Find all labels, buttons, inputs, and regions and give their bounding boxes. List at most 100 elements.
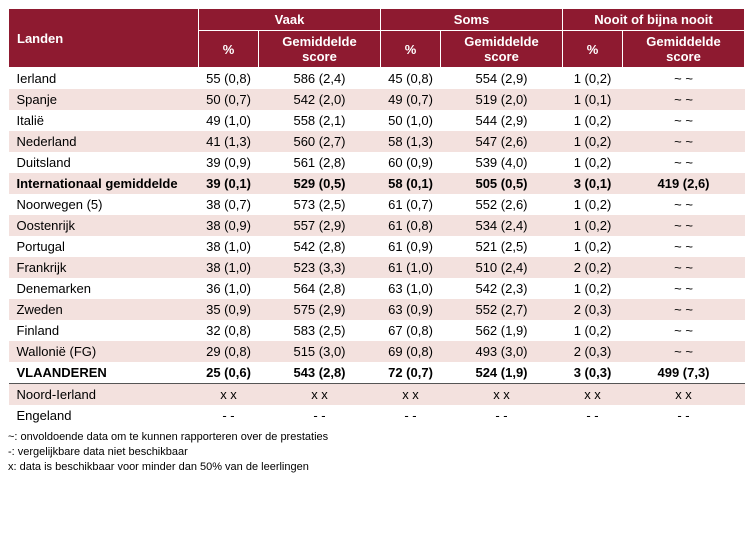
value-cell: 564 (2,8)	[259, 278, 381, 299]
value-cell: 1 (0,2)	[563, 110, 623, 131]
value-cell: 561 (2,8)	[259, 152, 381, 173]
value-cell: 61 (0,9)	[381, 236, 441, 257]
value-cell: ~ ~	[623, 110, 745, 131]
value-cell: 55 (0,8)	[199, 68, 259, 90]
header-group-soms: Soms	[381, 9, 563, 31]
value-cell: 72 (0,7)	[381, 362, 441, 384]
value-cell: x x	[259, 384, 381, 406]
country-cell: Ierland	[9, 68, 199, 90]
value-cell: 560 (2,7)	[259, 131, 381, 152]
value-cell: 38 (1,0)	[199, 257, 259, 278]
value-cell: x x	[623, 384, 745, 406]
value-cell: x x	[381, 384, 441, 406]
footnote-line: ~: onvoldoende data om te kunnen rapport…	[8, 430, 742, 445]
value-cell: 2 (0,3)	[563, 341, 623, 362]
value-cell: 573 (2,5)	[259, 194, 381, 215]
value-cell: 3 (0,1)	[563, 173, 623, 194]
table-row: Oostenrijk38 (0,9)557 (2,9)61 (0,8)534 (…	[9, 215, 745, 236]
value-cell: 25 (0,6)	[199, 362, 259, 384]
header-group-nooit: Nooit of bijna nooit	[563, 9, 745, 31]
value-cell: ~ ~	[623, 278, 745, 299]
table-row: Portugal38 (1,0)542 (2,8)61 (0,9)521 (2,…	[9, 236, 745, 257]
value-cell: 38 (0,7)	[199, 194, 259, 215]
value-cell: 552 (2,6)	[441, 194, 563, 215]
value-cell: 1 (0,2)	[563, 152, 623, 173]
value-cell: x x	[441, 384, 563, 406]
value-cell: ~ ~	[623, 89, 745, 110]
value-cell: 50 (1,0)	[381, 110, 441, 131]
country-cell: Italië	[9, 110, 199, 131]
subheader-score: Gemiddelde score	[441, 31, 563, 68]
subheader-pct: %	[563, 31, 623, 68]
value-cell: 583 (2,5)	[259, 320, 381, 341]
table-row: Noord-Ierlandx xx xx xx xx xx x	[9, 384, 745, 406]
value-cell: 38 (1,0)	[199, 236, 259, 257]
country-cell: Duitsland	[9, 152, 199, 173]
value-cell: - -	[623, 405, 745, 426]
value-cell: 519 (2,0)	[441, 89, 563, 110]
value-cell: 1 (0,1)	[563, 89, 623, 110]
value-cell: 58 (1,3)	[381, 131, 441, 152]
value-cell: - -	[563, 405, 623, 426]
value-cell: 60 (0,9)	[381, 152, 441, 173]
value-cell: 493 (3,0)	[441, 341, 563, 362]
subheader-pct: %	[199, 31, 259, 68]
value-cell: 542 (2,3)	[441, 278, 563, 299]
value-cell: 505 (0,5)	[441, 173, 563, 194]
value-cell: 3 (0,3)	[563, 362, 623, 384]
value-cell: 523 (3,3)	[259, 257, 381, 278]
table-row: Finland32 (0,8)583 (2,5)67 (0,8)562 (1,9…	[9, 320, 745, 341]
value-cell: 529 (0,5)	[259, 173, 381, 194]
value-cell: 515 (3,0)	[259, 341, 381, 362]
footnote-line: -: vergelijkbare data niet beschikbaar	[8, 445, 742, 460]
value-cell: 575 (2,9)	[259, 299, 381, 320]
value-cell: 49 (0,7)	[381, 89, 441, 110]
value-cell: 45 (0,8)	[381, 68, 441, 90]
value-cell: 41 (1,3)	[199, 131, 259, 152]
value-cell: 534 (2,4)	[441, 215, 563, 236]
value-cell: ~ ~	[623, 68, 745, 90]
value-cell: 58 (0,1)	[381, 173, 441, 194]
value-cell: - -	[441, 405, 563, 426]
value-cell: 524 (1,9)	[441, 362, 563, 384]
table-row: Wallonië (FG)29 (0,8)515 (3,0)69 (0,8)49…	[9, 341, 745, 362]
country-cell: Denemarken	[9, 278, 199, 299]
country-cell: Nederland	[9, 131, 199, 152]
country-cell: Engeland	[9, 405, 199, 426]
value-cell: x x	[199, 384, 259, 406]
table-row: Ierland55 (0,8)586 (2,4)45 (0,8)554 (2,9…	[9, 68, 745, 90]
value-cell: 32 (0,8)	[199, 320, 259, 341]
value-cell: 35 (0,9)	[199, 299, 259, 320]
value-cell: ~ ~	[623, 215, 745, 236]
subheader-pct: %	[381, 31, 441, 68]
country-cell: Internationaal gemiddelde	[9, 173, 199, 194]
value-cell: 67 (0,8)	[381, 320, 441, 341]
country-cell: Wallonië (FG)	[9, 341, 199, 362]
header-corner: Landen	[9, 9, 199, 68]
value-cell: 499 (7,3)	[623, 362, 745, 384]
value-cell: ~ ~	[623, 257, 745, 278]
value-cell: 63 (0,9)	[381, 299, 441, 320]
value-cell: 63 (1,0)	[381, 278, 441, 299]
value-cell: - -	[381, 405, 441, 426]
value-cell: 544 (2,9)	[441, 110, 563, 131]
value-cell: 61 (0,7)	[381, 194, 441, 215]
table-row: Denemarken36 (1,0)564 (2,8)63 (1,0)542 (…	[9, 278, 745, 299]
value-cell: 586 (2,4)	[259, 68, 381, 90]
table-body: Ierland55 (0,8)586 (2,4)45 (0,8)554 (2,9…	[9, 68, 745, 427]
value-cell: 1 (0,2)	[563, 194, 623, 215]
value-cell: - -	[259, 405, 381, 426]
value-cell: 1 (0,2)	[563, 236, 623, 257]
value-cell: ~ ~	[623, 299, 745, 320]
subheader-score: Gemiddelde score	[259, 31, 381, 68]
subheader-score: Gemiddelde score	[623, 31, 745, 68]
value-cell: 558 (2,1)	[259, 110, 381, 131]
value-cell: 547 (2,6)	[441, 131, 563, 152]
value-cell: 562 (1,9)	[441, 320, 563, 341]
value-cell: 38 (0,9)	[199, 215, 259, 236]
value-cell: 39 (0,9)	[199, 152, 259, 173]
value-cell: 419 (2,6)	[623, 173, 745, 194]
value-cell: 1 (0,2)	[563, 278, 623, 299]
table-row: Nederland41 (1,3)560 (2,7)58 (1,3)547 (2…	[9, 131, 745, 152]
value-cell: 543 (2,8)	[259, 362, 381, 384]
